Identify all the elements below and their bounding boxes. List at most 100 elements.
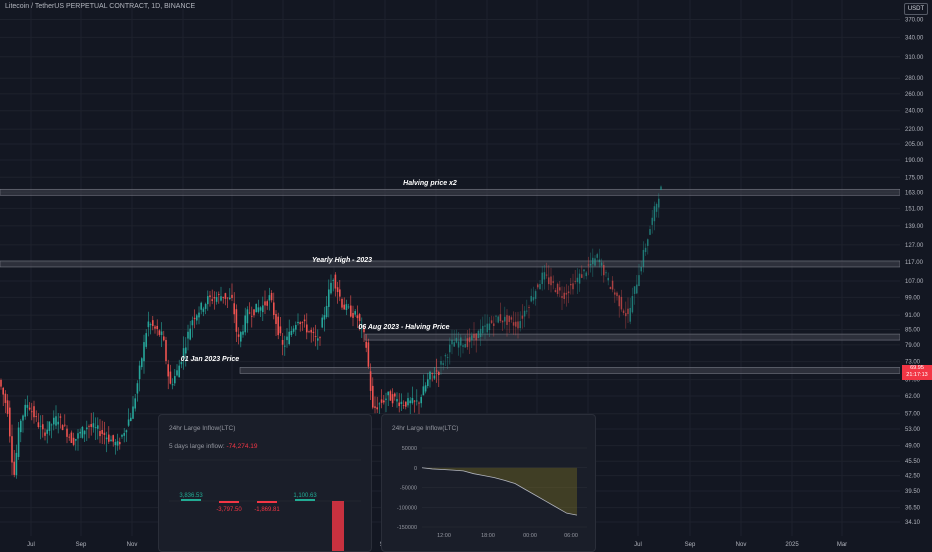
currency-button[interactable]: USDT bbox=[904, 3, 928, 15]
projection-candle-body-49 bbox=[548, 277, 550, 285]
candle-body-62 bbox=[136, 383, 139, 394]
projection-candle-body-73 bbox=[600, 262, 603, 266]
y-tick-16: 99.00 bbox=[905, 295, 921, 301]
p2-xtick-0: 12:00 bbox=[437, 533, 451, 539]
candle-body-149 bbox=[328, 289, 330, 307]
candle-body-28 bbox=[61, 425, 64, 431]
candle-body-83 bbox=[182, 348, 185, 359]
candle-body-109 bbox=[240, 332, 242, 342]
candle-body-2 bbox=[4, 393, 7, 403]
inflow-5d-summary-value: -74,274.19 bbox=[226, 443, 258, 450]
projection-candle-body-87 bbox=[631, 296, 634, 313]
projection-candle-body-50 bbox=[550, 276, 552, 286]
zone-label-1: Yearly High - 2023 bbox=[312, 257, 372, 264]
candle-body-10 bbox=[22, 415, 24, 421]
candle-body-188 bbox=[413, 400, 416, 402]
candle-body-72 bbox=[158, 330, 161, 335]
candle-body-86 bbox=[189, 328, 191, 340]
projection-candle-body-75 bbox=[605, 272, 607, 274]
candle-body-55 bbox=[121, 434, 123, 437]
candle-body-129 bbox=[284, 345, 286, 347]
candle-body-151 bbox=[332, 280, 334, 281]
candle-body-103 bbox=[226, 297, 229, 299]
candle-body-118 bbox=[259, 307, 262, 311]
candle-body-122 bbox=[268, 295, 271, 301]
candle-body-167 bbox=[367, 342, 370, 367]
candle-body-30 bbox=[66, 428, 68, 437]
projection-candle-body-96 bbox=[651, 217, 653, 225]
candle-body-33 bbox=[72, 437, 75, 445]
candle-body-125 bbox=[275, 314, 277, 324]
candle-body-135 bbox=[297, 321, 299, 324]
projection-candle-body-19 bbox=[482, 325, 484, 334]
y-tick-11: 151.00 bbox=[905, 206, 924, 212]
projection-candle-body-0 bbox=[440, 361, 442, 365]
y-tick-24: 53.00 bbox=[905, 427, 921, 433]
projection-candle-body-99 bbox=[658, 198, 660, 208]
candle-body-45 bbox=[99, 431, 101, 437]
projection-candle-body-33 bbox=[512, 322, 515, 326]
projection-candle-body-91 bbox=[640, 267, 642, 272]
candle-body-97 bbox=[213, 297, 216, 299]
projection-candle-body-98 bbox=[655, 203, 658, 212]
candle-body-157 bbox=[345, 304, 348, 311]
candle-body-64 bbox=[141, 358, 143, 368]
candle-body-190 bbox=[418, 402, 420, 404]
candle-body-74 bbox=[163, 336, 165, 341]
candle-body-81 bbox=[178, 365, 180, 378]
x-tick-2: Nov bbox=[127, 542, 138, 548]
candle-body-180 bbox=[396, 398, 398, 402]
candle-body-171 bbox=[376, 407, 378, 410]
candle-body-18 bbox=[39, 425, 42, 427]
candle-body-132 bbox=[290, 330, 293, 336]
projection-candle-body-35 bbox=[517, 321, 519, 329]
candle-body-3 bbox=[6, 400, 9, 414]
candle-body-66 bbox=[145, 333, 147, 347]
candle-body-76 bbox=[167, 364, 169, 377]
candle-body-121 bbox=[266, 301, 268, 306]
candle-body-7 bbox=[15, 452, 18, 476]
projection-candle-body-16 bbox=[475, 333, 477, 341]
candle-body-48 bbox=[105, 437, 108, 440]
candle-body-77 bbox=[169, 371, 172, 384]
candle-body-89 bbox=[196, 315, 198, 321]
projection-candle-body-45 bbox=[539, 283, 541, 290]
candle-body-111 bbox=[244, 315, 246, 333]
candle-body-5 bbox=[11, 436, 13, 463]
projection-candle-body-27 bbox=[499, 314, 502, 322]
y-tick-23: 57.00 bbox=[905, 412, 921, 418]
candle-body-84 bbox=[185, 347, 187, 354]
projection-candle-body-23 bbox=[490, 320, 493, 323]
candle-body-23 bbox=[50, 424, 53, 426]
candle-body-163 bbox=[358, 314, 361, 322]
y-tick-10: 163.00 bbox=[905, 190, 924, 196]
p2-ytick-2: -50000 bbox=[400, 486, 417, 492]
candle-body-42 bbox=[92, 423, 95, 428]
candle-body-187 bbox=[411, 397, 414, 404]
inflow-24h-line bbox=[421, 467, 578, 516]
projection-candle-body-55 bbox=[561, 296, 563, 298]
projection-candle-body-65 bbox=[583, 269, 585, 272]
projection-candle-body-79 bbox=[614, 292, 616, 295]
candle-body-43 bbox=[94, 427, 97, 429]
last-price: 69.95 bbox=[910, 365, 924, 371]
projection-candle-body-15 bbox=[473, 333, 475, 338]
y-tick-18: 85.00 bbox=[905, 328, 921, 334]
inflow-5d-bar-0 bbox=[181, 499, 201, 501]
candle-body-154 bbox=[339, 289, 341, 297]
candle-body-179 bbox=[394, 393, 396, 397]
y-tick-6: 220.00 bbox=[905, 127, 924, 133]
projection-candle-body-57 bbox=[565, 292, 568, 295]
candle-body-49 bbox=[108, 434, 110, 442]
candle-body-65 bbox=[143, 342, 145, 362]
zone-band-3 bbox=[239, 367, 901, 374]
candle-body-54 bbox=[119, 441, 121, 445]
y-tick-3: 280.00 bbox=[905, 76, 924, 82]
y-tick-20: 73.00 bbox=[905, 360, 921, 366]
candle-body-176 bbox=[387, 391, 389, 396]
candle-body-37 bbox=[81, 426, 84, 438]
projection-candle-body-77 bbox=[609, 286, 612, 289]
y-tick-28: 39.50 bbox=[905, 489, 921, 495]
projection-candle-body-8 bbox=[457, 341, 460, 348]
